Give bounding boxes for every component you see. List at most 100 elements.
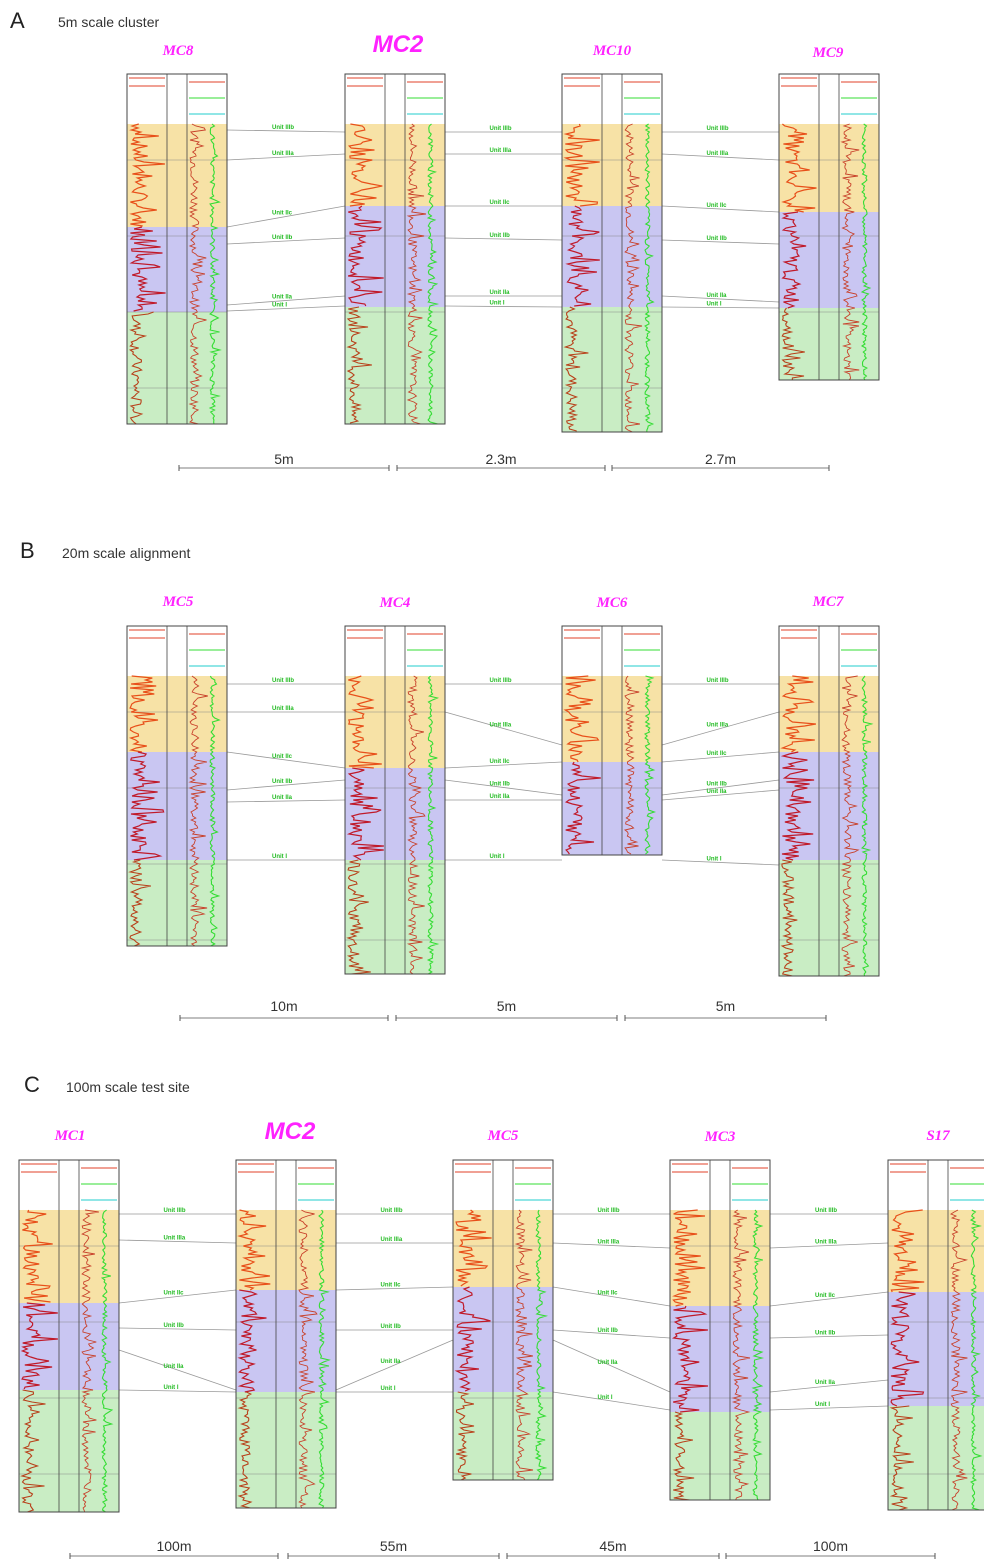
- resistivity-trace: [128, 675, 159, 753]
- unit-ii-band: [888, 1292, 984, 1406]
- distance-label: 5m: [716, 998, 735, 1014]
- well-frame: [778, 625, 880, 977]
- gamma-trace: [624, 123, 643, 433]
- correlation-line: [118, 1327, 237, 1331]
- unit-label: Unit I: [707, 302, 722, 308]
- unit-label: Unit I: [272, 303, 287, 309]
- unit-iii-band: [236, 1210, 336, 1290]
- unit-label: Unit IIIa: [381, 1237, 403, 1243]
- correlation-line: [118, 1289, 237, 1304]
- unit-ii-band: [345, 206, 445, 307]
- velocity-trace: [644, 123, 655, 433]
- unit-label: Unit IIb: [815, 1331, 836, 1337]
- correlation-line: [335, 1286, 454, 1291]
- unit-i-band: [19, 1390, 119, 1512]
- well-label: MC7: [812, 594, 844, 610]
- velocity-trace: [209, 675, 221, 947]
- correlation-line: [552, 1391, 671, 1411]
- unit-label: Unit IIb: [272, 779, 293, 785]
- correlation-line: [661, 789, 780, 801]
- well-label: MC2: [373, 31, 424, 58]
- resistivity-trace: [564, 761, 601, 855]
- resistivity-trace: [237, 1289, 267, 1393]
- well-log-mc5: MC5: [126, 594, 228, 947]
- well-label: MC2: [265, 1118, 316, 1145]
- resistivity-trace: [563, 306, 589, 432]
- unit-i-band: [345, 860, 445, 974]
- well-label: MC1: [54, 1128, 86, 1144]
- correlation-line: [226, 751, 346, 769]
- distance-scale: 10m 5m 5m: [179, 998, 827, 1021]
- well-log-mc5: MC5: [452, 1128, 554, 1481]
- velocity-trace: [860, 123, 872, 381]
- correlation-line: [661, 859, 780, 866]
- resistivity-trace: [563, 123, 600, 207]
- well-log-mc8: MC8: [126, 43, 228, 425]
- panel-letter: B: [20, 538, 35, 563]
- unit-label: Unit IIc: [490, 200, 511, 206]
- unit-label: Unit IIc: [598, 1291, 619, 1297]
- resistivity-trace: [781, 211, 807, 309]
- unit-label: Unit I: [381, 1386, 396, 1392]
- correlation-line: [552, 1286, 671, 1307]
- correlation-line: [552, 1339, 671, 1393]
- unit-label: Unit I: [598, 1395, 613, 1401]
- unit-iii-band: [562, 676, 662, 762]
- resistivity-trace: [671, 1305, 709, 1413]
- correlation-lines: Unit IIIb Unit IIIa Unit IIc Unit IIb Unit I…: [226, 125, 780, 312]
- resistivity-trace: [129, 226, 166, 312]
- unit-label: Unit IIc: [490, 759, 511, 765]
- correlation-line: [118, 1389, 237, 1393]
- distance-label: 2.3m: [485, 451, 516, 467]
- resistivity-trace: [563, 675, 600, 763]
- correlation-line: [335, 1339, 454, 1391]
- correlation-line: [769, 1379, 889, 1393]
- unit-label: Unit IIc: [381, 1283, 402, 1289]
- resistivity-trace: [455, 1209, 492, 1287]
- correlation-line: [226, 305, 346, 312]
- unit-label: Unit IIIa: [272, 706, 294, 712]
- correlation-line: [226, 129, 346, 133]
- correlation-line: [769, 1242, 889, 1249]
- velocity-trace: [426, 123, 440, 425]
- unit-label: Unit I: [272, 854, 287, 860]
- resistivity-trace: [346, 306, 372, 424]
- well-label: MC6: [596, 595, 628, 611]
- correlation-line: [661, 295, 780, 303]
- gamma-trace: [406, 675, 426, 975]
- unit-ii-band: [779, 752, 879, 860]
- well-frame: [344, 625, 446, 975]
- unit-label: Unit IIb: [707, 782, 728, 788]
- well-frame: [344, 73, 446, 425]
- well-label: MC8: [162, 43, 194, 59]
- correlation-line: [661, 153, 780, 161]
- well-log-mc2: MC2: [344, 31, 446, 425]
- unit-label: Unit IIc: [164, 1291, 185, 1297]
- correlation-lines: Unit IIIb Unit IIIa Unit IIc Unit IIb Unit I…: [118, 1208, 889, 1411]
- well-log-mc1: MC1: [18, 1128, 120, 1513]
- correlation-line: [118, 1239, 237, 1244]
- unit-label: Unit IIb: [598, 1328, 619, 1334]
- unit-label: Unit IIc: [707, 203, 728, 209]
- correlation-line: [444, 711, 563, 746]
- resistivity-trace: [346, 859, 371, 975]
- correlation-line: [661, 205, 780, 213]
- distance-scale: 5m 2.3m 2.7m: [178, 451, 830, 471]
- well-label: MC9: [812, 45, 844, 61]
- gamma-trace: [950, 1209, 969, 1511]
- gamma-trace: [188, 123, 207, 425]
- correlation-line: [444, 237, 563, 241]
- correlation-line: [661, 239, 780, 245]
- correlation-line: [769, 1405, 889, 1411]
- resistivity-trace: [780, 859, 798, 977]
- unit-label: Unit IIIb: [707, 678, 729, 684]
- correlation-line: [444, 305, 563, 308]
- unit-label: Unit IIIb: [272, 678, 294, 684]
- unit-label: Unit IIa: [707, 789, 728, 795]
- well-log-mc10: MC10: [561, 43, 663, 433]
- unit-label: Unit I: [490, 301, 505, 307]
- resistivity-trace: [890, 1291, 925, 1407]
- well-label: MC5: [162, 594, 194, 610]
- correlation-line: [226, 779, 346, 791]
